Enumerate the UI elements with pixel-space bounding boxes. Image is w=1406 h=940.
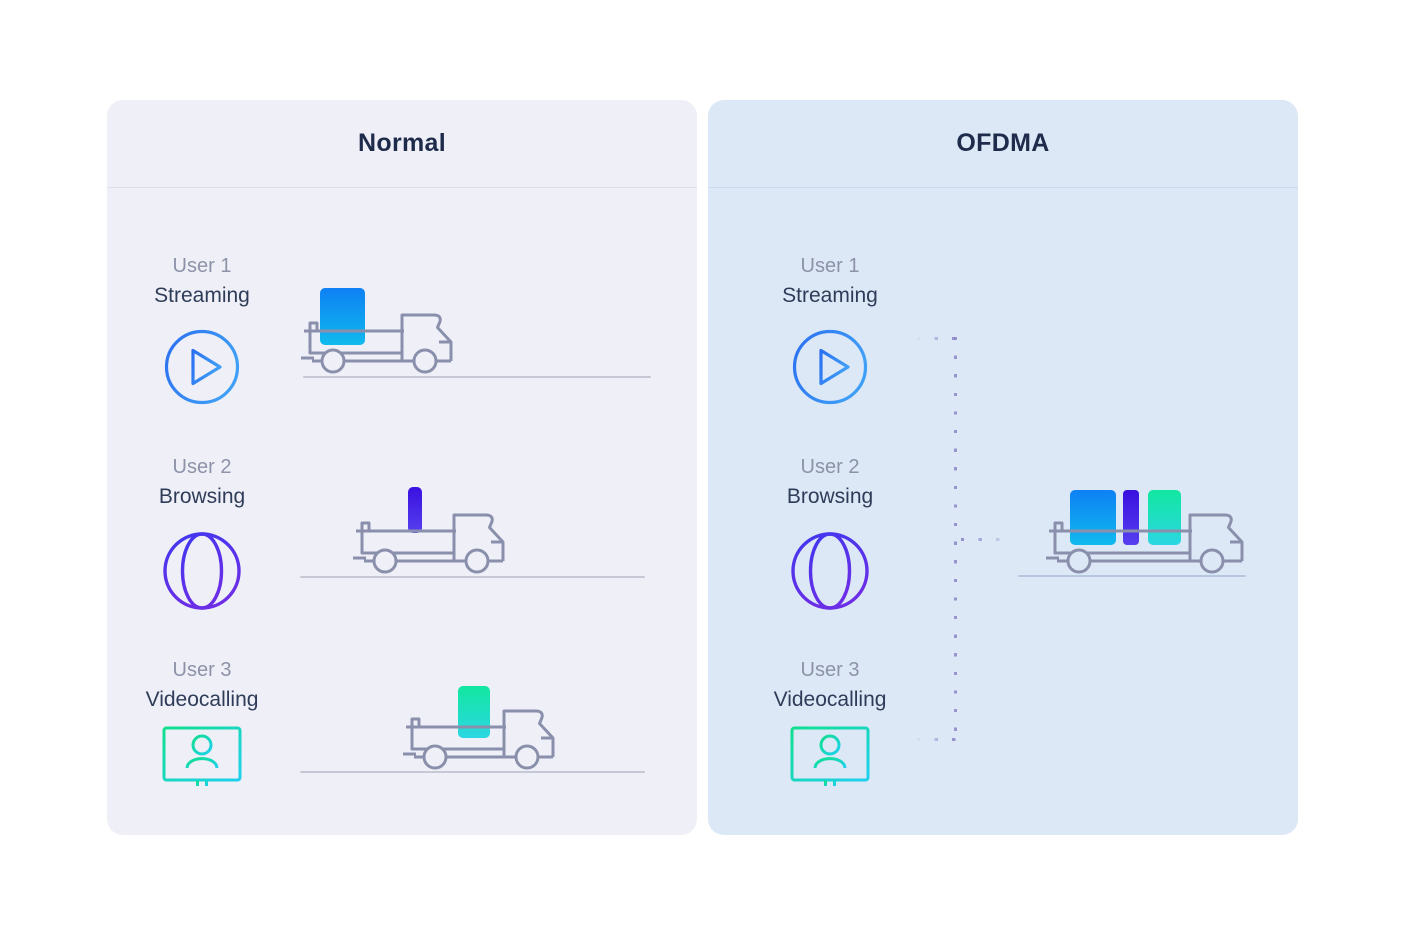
- user-2-ofdma: User 2 Browsing: [735, 453, 925, 618]
- user-name: User 3: [800, 659, 860, 681]
- panel-ofdma-header: OFDMA: [708, 100, 1298, 188]
- cargo-block-videocalling: [458, 686, 490, 738]
- user-3-ofdma: User 3 Videocalling: [735, 656, 925, 801]
- ground-line: [303, 376, 651, 378]
- dotted-connector-user3: [917, 737, 958, 741]
- user-activity: Videocalling: [773, 688, 887, 711]
- truck-browsing: [353, 487, 505, 574]
- panel-normal-title: Normal: [358, 129, 446, 157]
- globe-icon: [160, 529, 244, 613]
- ground-line: [300, 576, 645, 578]
- cargo-block-streaming: [1070, 490, 1116, 545]
- ground-line: [1018, 575, 1246, 577]
- play-icon: [162, 327, 242, 407]
- user-name: User 2: [800, 456, 860, 478]
- panel-ofdma-title: OFDMA: [956, 129, 1050, 157]
- panel-normal-header: Normal: [107, 100, 697, 188]
- cargo-block-videocalling: [1148, 490, 1181, 545]
- user-name: User 1: [800, 255, 860, 277]
- user-activity: Browsing: [158, 485, 246, 508]
- dotted-connector-truck: [961, 537, 1013, 541]
- user-activity: Videocalling: [145, 688, 259, 711]
- user-1-ofdma: User 1 Streaming: [735, 252, 925, 412]
- user-3-normal: User 3 Videocalling: [107, 656, 297, 801]
- videocall-monitor-icon: [790, 726, 870, 796]
- user-activity: Streaming: [782, 284, 878, 307]
- dotted-connector-user1: [917, 336, 958, 340]
- truck-streaming: [301, 288, 453, 374]
- user-name: User 3: [172, 659, 232, 681]
- play-icon: [790, 327, 870, 407]
- user-activity: Browsing: [786, 485, 874, 508]
- user-name: User 1: [172, 255, 232, 277]
- user-2-normal: User 2 Browsing: [107, 453, 297, 618]
- user-activity: Streaming: [154, 284, 250, 307]
- cargo-block-streaming: [320, 288, 365, 345]
- videocall-monitor-icon: [162, 726, 242, 796]
- cargo-block-browsing: [408, 487, 422, 533]
- globe-icon: [788, 529, 872, 613]
- truck-shared-ofdma: [1046, 490, 1244, 574]
- dotted-connector-vertical: [953, 336, 957, 745]
- cargo-block-browsing: [1123, 490, 1139, 545]
- truck-videocalling: [403, 686, 555, 770]
- ground-line: [300, 771, 645, 773]
- panel-normal: Normal User 1 Streaming User 2 Browsing: [107, 100, 697, 835]
- user-name: User 2: [172, 456, 232, 478]
- user-1-normal: User 1 Streaming: [107, 252, 297, 412]
- panel-ofdma: OFDMA User 1 Streaming User 2 Browsing: [708, 100, 1298, 835]
